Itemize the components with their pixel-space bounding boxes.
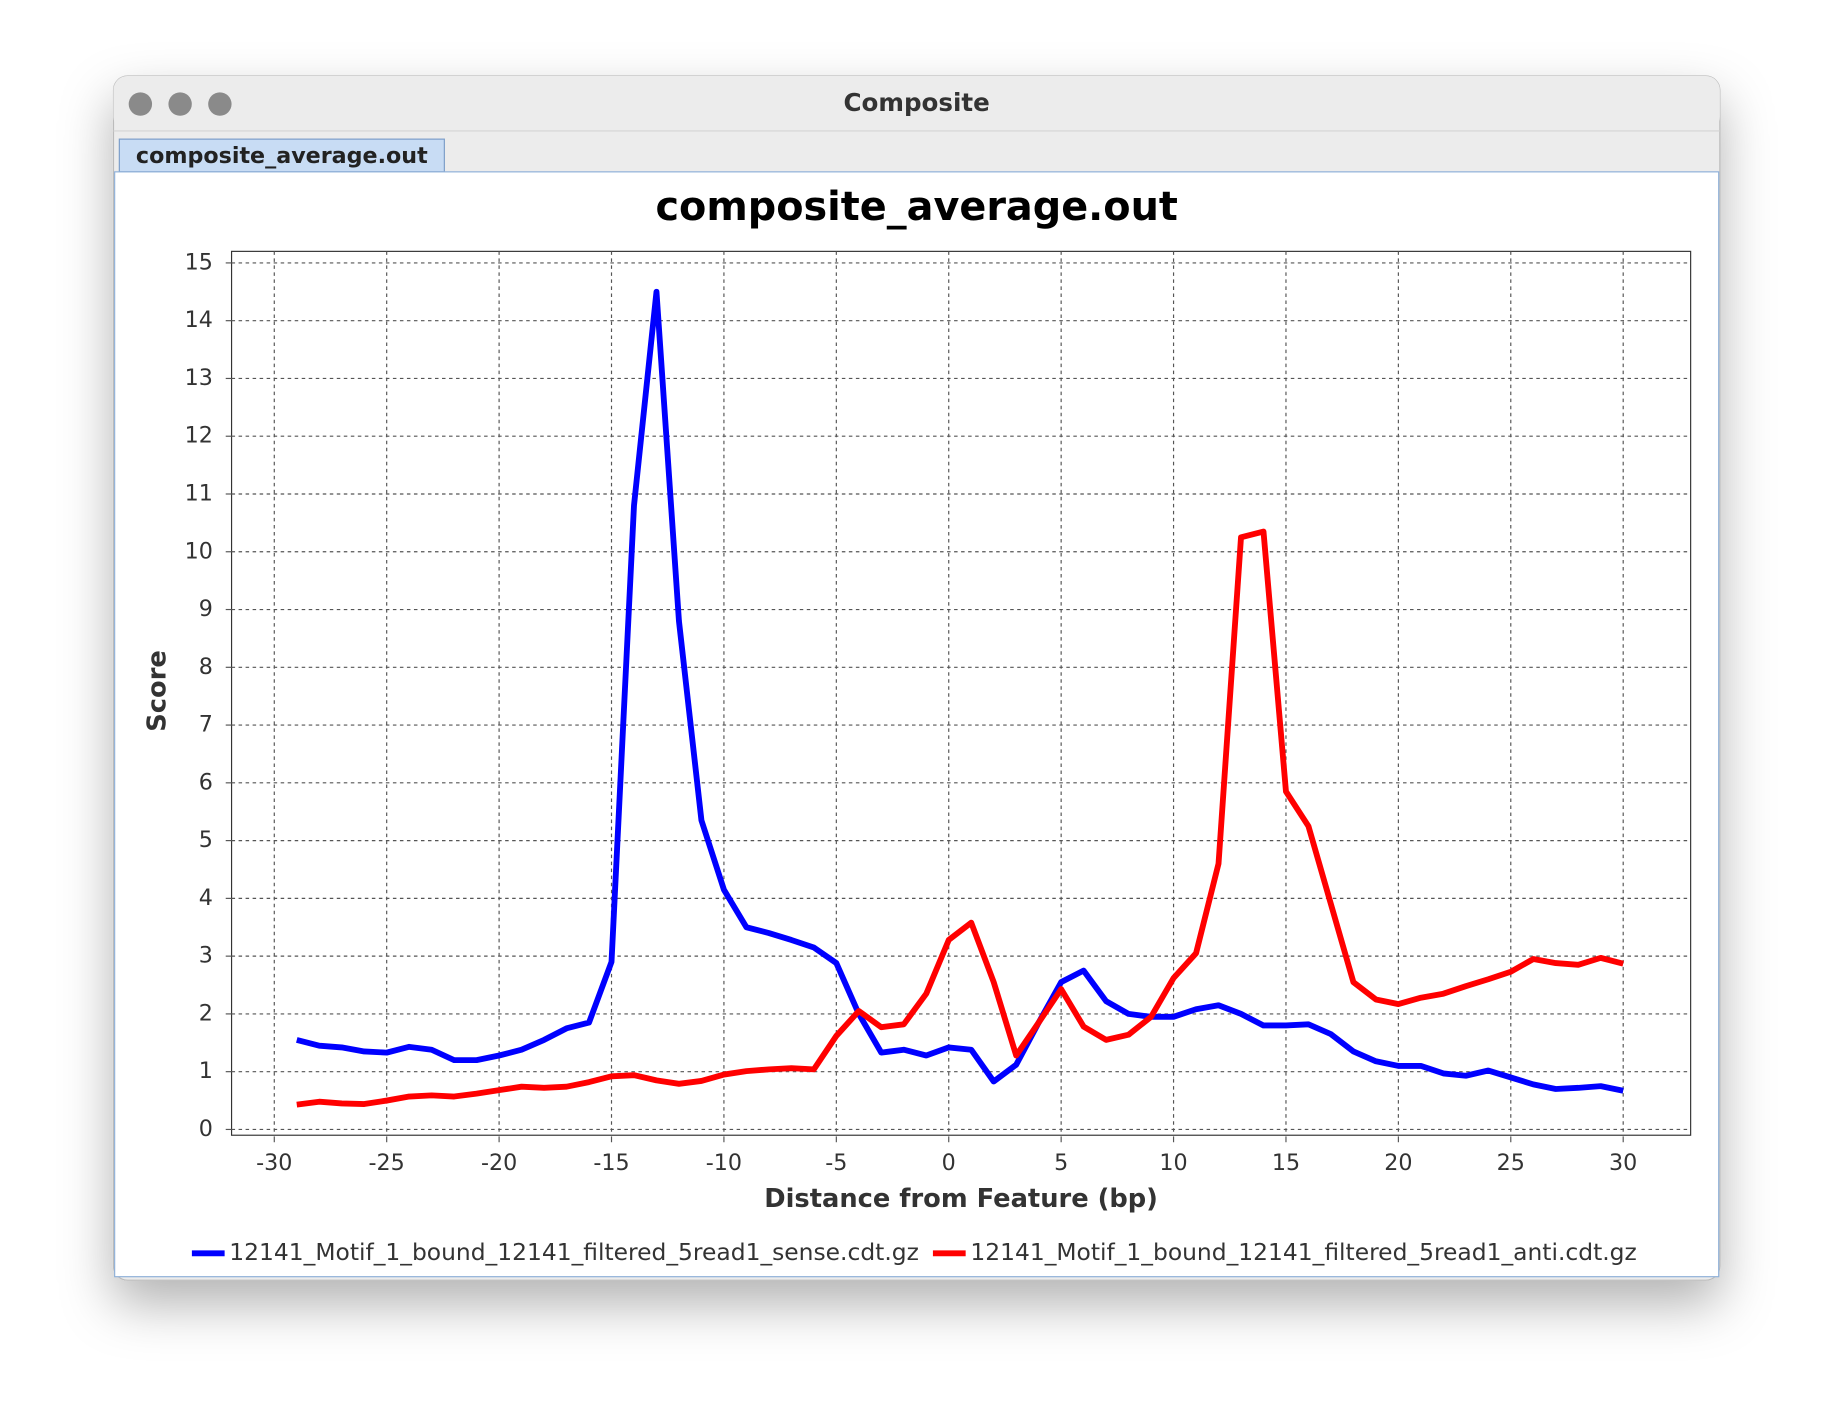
series-line	[296, 528, 1624, 1108]
series-line	[296, 288, 1624, 1094]
plot-area	[230, 250, 1692, 1136]
y-tick-label: 2	[199, 1000, 213, 1026]
y-axis-label: Score	[142, 650, 172, 732]
y-tick-label: 14	[185, 307, 213, 333]
window-title: Composite	[844, 88, 990, 117]
tab-label[interactable]: composite_average.out	[136, 143, 428, 169]
y-tick-label: 5	[199, 827, 213, 853]
x-tick-label: 25	[1497, 1150, 1525, 1176]
tab[interactable]	[118, 138, 445, 173]
chart: composite_average.out Distance from Feat…	[142, 184, 1692, 1266]
y-tick-label: 6	[199, 769, 213, 795]
x-tick-label: 0	[942, 1150, 956, 1176]
legend-label: 12141_Motif_1_bound_12141_filtered_5read…	[970, 1238, 1636, 1266]
close-button[interactable]	[128, 92, 153, 116]
x-tick-label: 5	[1054, 1150, 1068, 1176]
x-tick-label: 10	[1159, 1150, 1187, 1176]
minimize-button[interactable]	[168, 92, 192, 116]
x-tick-label: -20	[481, 1150, 517, 1176]
x-axis-label: Distance from Feature (bp)	[764, 1184, 1158, 1214]
x-tick-label: -10	[706, 1150, 742, 1176]
y-tick-label: 11	[185, 480, 213, 506]
y-tick-label: 7	[199, 712, 213, 738]
x-tick-label: -15	[593, 1150, 629, 1176]
x-tick-label: -25	[369, 1150, 405, 1176]
x-tick-label: -5	[825, 1150, 847, 1176]
x-tick-label: 20	[1384, 1150, 1412, 1176]
y-tick-label: 3	[199, 943, 213, 969]
x-tick-label: -30	[256, 1150, 292, 1176]
x-tick-label: 30	[1609, 1150, 1637, 1176]
chart-title: composite_average.out	[655, 184, 1177, 230]
y-tick-label: 13	[185, 365, 213, 391]
y-tick-label: 1	[199, 1058, 213, 1084]
x-tick-label: 15	[1272, 1150, 1300, 1176]
title-bar	[113, 75, 1720, 131]
y-tick-label: 10	[185, 538, 213, 564]
y-tick-label: 9	[199, 596, 213, 622]
y-tick-label: 4	[199, 885, 213, 911]
y-tick-label: 15	[185, 249, 213, 275]
zoom-button[interactable]	[208, 92, 232, 116]
y-tick-label: 8	[199, 654, 213, 680]
y-tick-label: 0	[199, 1116, 213, 1142]
legend-label: 12141_Motif_1_bound_12141_filtered_5read…	[229, 1238, 919, 1266]
y-tick-label: 12	[185, 423, 213, 449]
